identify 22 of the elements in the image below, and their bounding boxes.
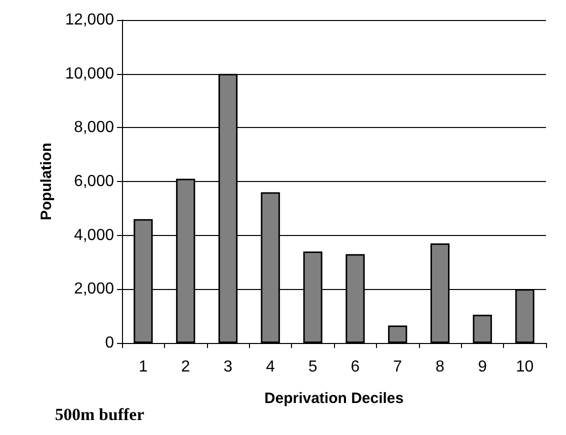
y-tick-label: 8,000 xyxy=(74,119,114,136)
y-tick-label: 0 xyxy=(105,334,114,352)
x-tick-label: 4 xyxy=(266,358,275,376)
y-tick-label: 10,000 xyxy=(65,65,114,82)
x-tick-label: 10 xyxy=(516,358,534,376)
bar xyxy=(472,314,492,343)
x-axis-title: Deprivation Deciles xyxy=(264,390,404,407)
x-tick-label: 6 xyxy=(350,358,360,376)
y-tick-label: 4,000 xyxy=(74,226,114,244)
text: 500m buffer xyxy=(55,405,145,424)
x-tick-label: 7 xyxy=(393,358,402,376)
y-tick-label: 12,000 xyxy=(65,12,114,28)
y-tick-label: 6,000 xyxy=(74,173,114,190)
x-tick-label: 2 xyxy=(181,358,190,376)
x-tick-label: 1 xyxy=(138,358,148,376)
bar xyxy=(388,326,408,343)
x-tick-label: 8 xyxy=(436,358,445,376)
x-tick-label: 9 xyxy=(478,358,487,376)
x-tick-label: 5 xyxy=(308,358,318,376)
y-tick-label: 2,000 xyxy=(74,280,114,298)
x-tick-label: 3 xyxy=(224,358,233,376)
y-axis-title: Population xyxy=(38,142,55,220)
